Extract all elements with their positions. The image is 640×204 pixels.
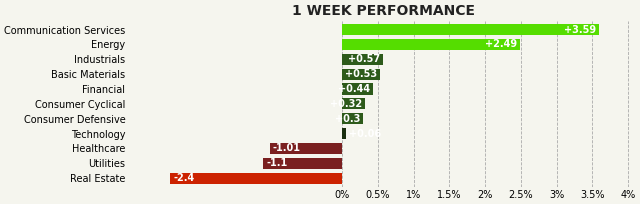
Text: +2.49: +2.49 — [485, 40, 517, 50]
Text: +3.59: +3.59 — [564, 25, 596, 35]
Title: 1 WEEK PERFORMANCE: 1 WEEK PERFORMANCE — [292, 4, 475, 18]
Text: +0.32: +0.32 — [330, 99, 362, 109]
Text: +0.53: +0.53 — [345, 69, 377, 79]
Text: -1.1: -1.1 — [266, 158, 287, 168]
Bar — [342, 128, 346, 139]
Bar — [342, 39, 520, 50]
Bar — [342, 69, 380, 80]
Text: +0.57: +0.57 — [348, 54, 380, 64]
Bar — [342, 113, 364, 124]
Bar — [342, 98, 365, 110]
Text: +0.44: +0.44 — [339, 84, 371, 94]
Bar — [342, 24, 599, 35]
Text: +0.3: +0.3 — [335, 114, 360, 124]
Bar — [342, 54, 383, 65]
Bar — [170, 173, 342, 184]
Text: +0.06: +0.06 — [349, 129, 381, 139]
Bar — [342, 83, 374, 95]
Text: -1.01: -1.01 — [273, 143, 301, 153]
Text: -2.4: -2.4 — [173, 173, 195, 183]
Bar — [263, 158, 342, 169]
Bar — [269, 143, 342, 154]
